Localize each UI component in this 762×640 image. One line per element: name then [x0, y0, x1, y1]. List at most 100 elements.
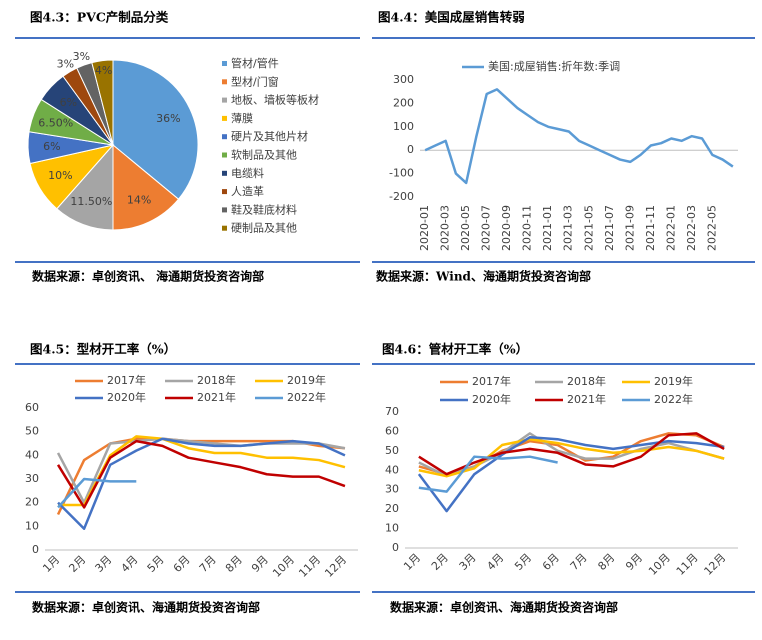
- source: 数据来源：卓创资讯、海通期货投资咨询部: [32, 600, 260, 615]
- series-line: [56, 437, 346, 504]
- y-tick-label: 0: [392, 541, 399, 554]
- legend-label: 2021年: [567, 392, 606, 406]
- y-tick-label: 300: [393, 73, 414, 86]
- x-tick-label: 7月: [568, 551, 590, 573]
- x-tick-label: 2020-03: [439, 205, 452, 251]
- source: 数据来源：卓创资讯、海通期货投资咨询部: [390, 600, 618, 615]
- x-tick-label: 11月: [296, 553, 323, 580]
- series-line: [57, 437, 346, 530]
- y-tick-label: 10: [25, 519, 39, 532]
- legend-label: 2020年: [472, 392, 511, 406]
- x-tick-label: 6月: [171, 553, 193, 575]
- y-tick-label: -100: [389, 167, 414, 180]
- legend-label: 管材/管件: [231, 56, 279, 70]
- x-tick-label: 6月: [540, 551, 562, 573]
- x-tick-label: 5月: [512, 551, 534, 573]
- legend-swatch: [222, 134, 227, 140]
- data-label: 3%: [73, 50, 90, 63]
- data-label: 3%: [57, 58, 74, 71]
- x-tick-label: 2022-01: [664, 205, 677, 251]
- data-label: 6%: [43, 140, 60, 153]
- legend-label: 鞋及鞋底材料: [231, 202, 297, 216]
- legend-label: 2017年: [107, 373, 146, 387]
- y-tick-label: 40: [385, 463, 399, 476]
- data-label: 4%: [95, 64, 112, 77]
- legend-label: 薄膜: [231, 111, 253, 125]
- legend-swatch: [222, 97, 227, 103]
- chart-title: 图4.4：美国成屋销售转弱: [378, 10, 525, 25]
- y-tick-label: 50: [385, 444, 399, 457]
- y-tick-label: 200: [393, 96, 414, 109]
- series-line: [58, 435, 346, 507]
- x-tick-label: 3月: [457, 551, 479, 573]
- y-tick-label: 10: [385, 522, 399, 535]
- legend-label: 2019年: [654, 374, 693, 388]
- legend-label: 硬制品及其他: [231, 222, 297, 235]
- legend-swatch: [222, 152, 227, 158]
- x-tick-label: 5月: [145, 553, 167, 575]
- chart-title: 图4.5：型材开工率（%）: [30, 342, 176, 357]
- chart-title: 图4.6：管材开工率（%）: [382, 342, 528, 357]
- x-tick-label: 2021-07: [603, 205, 616, 251]
- series-line: [56, 439, 346, 509]
- y-tick-label: 100: [393, 120, 414, 133]
- x-tick-label: 2021-09: [623, 205, 636, 251]
- y-tick-label: 60: [385, 424, 399, 437]
- legend-label: 2020年: [107, 390, 146, 404]
- x-tick-label: 9月: [249, 553, 271, 575]
- legend-swatch: [222, 79, 227, 85]
- y-tick-label: 20: [25, 496, 39, 509]
- x-tick-label: 10月: [270, 553, 297, 580]
- x-tick-label: 9月: [623, 551, 645, 573]
- x-tick-label: 2020-05: [459, 205, 472, 251]
- y-tick-label: 50: [25, 425, 39, 438]
- x-tick-label: 10月: [646, 551, 673, 578]
- y-tick-label: 30: [385, 483, 399, 496]
- legend-label: 型材/门窗: [231, 74, 279, 88]
- pie-slice: [112, 143, 180, 231]
- series-line: [418, 432, 725, 478]
- legend-swatch: [222, 61, 227, 66]
- data-label: 14%: [127, 193, 151, 206]
- legend-label: 硬片及其他片材: [231, 129, 308, 143]
- source: 数据来源：Wind、海通期货投资咨询部: [376, 269, 591, 284]
- source: 数据来源：卓创资讯、 海通期货投资咨询部: [32, 269, 264, 284]
- legend-label: 电缆料: [231, 166, 264, 180]
- x-tick-label: 2月: [429, 551, 451, 573]
- y-tick-label: 30: [25, 472, 39, 485]
- x-tick-label: 8月: [223, 553, 245, 575]
- x-tick-label: 1月: [40, 553, 62, 575]
- legend-swatch: [222, 115, 227, 121]
- x-tick-label: 7月: [197, 553, 219, 575]
- legend-label: 2022年: [287, 390, 326, 404]
- x-tick-label: 2021-01: [541, 205, 554, 251]
- x-tick-label: 2021-11: [644, 205, 657, 251]
- x-tick-label: 2020-07: [480, 205, 493, 251]
- y-tick-label: 40: [25, 448, 39, 461]
- x-tick-label: 1月: [401, 551, 423, 573]
- legend-swatch: [222, 225, 227, 231]
- x-tick-label: 2020-01: [418, 205, 431, 251]
- series-line: [424, 88, 734, 185]
- x-tick-label: 3月: [93, 553, 115, 575]
- x-tick-label: 4月: [119, 553, 141, 575]
- legend-swatch: [222, 170, 227, 176]
- data-label: 6%: [60, 96, 77, 109]
- x-tick-label: 4月: [484, 551, 506, 573]
- x-tick-label: 2020-11: [521, 205, 534, 251]
- pie-slice: [112, 59, 199, 200]
- series-line: [57, 477, 137, 509]
- data-label: 6.50%: [38, 116, 73, 129]
- y-tick-label: -200: [389, 190, 414, 203]
- legend-label: 2018年: [197, 373, 236, 387]
- y-tick-label: 0: [407, 143, 414, 156]
- legend-label: 2019年: [287, 373, 326, 387]
- series-line: [418, 437, 725, 478]
- legend-swatch: [222, 207, 227, 213]
- x-tick-label: 8月: [595, 551, 617, 573]
- data-label: 36%: [156, 112, 180, 125]
- pie-slice: [91, 59, 114, 146]
- legend-label: 2018年: [567, 374, 606, 388]
- x-tick-label: 2021-05: [582, 205, 595, 251]
